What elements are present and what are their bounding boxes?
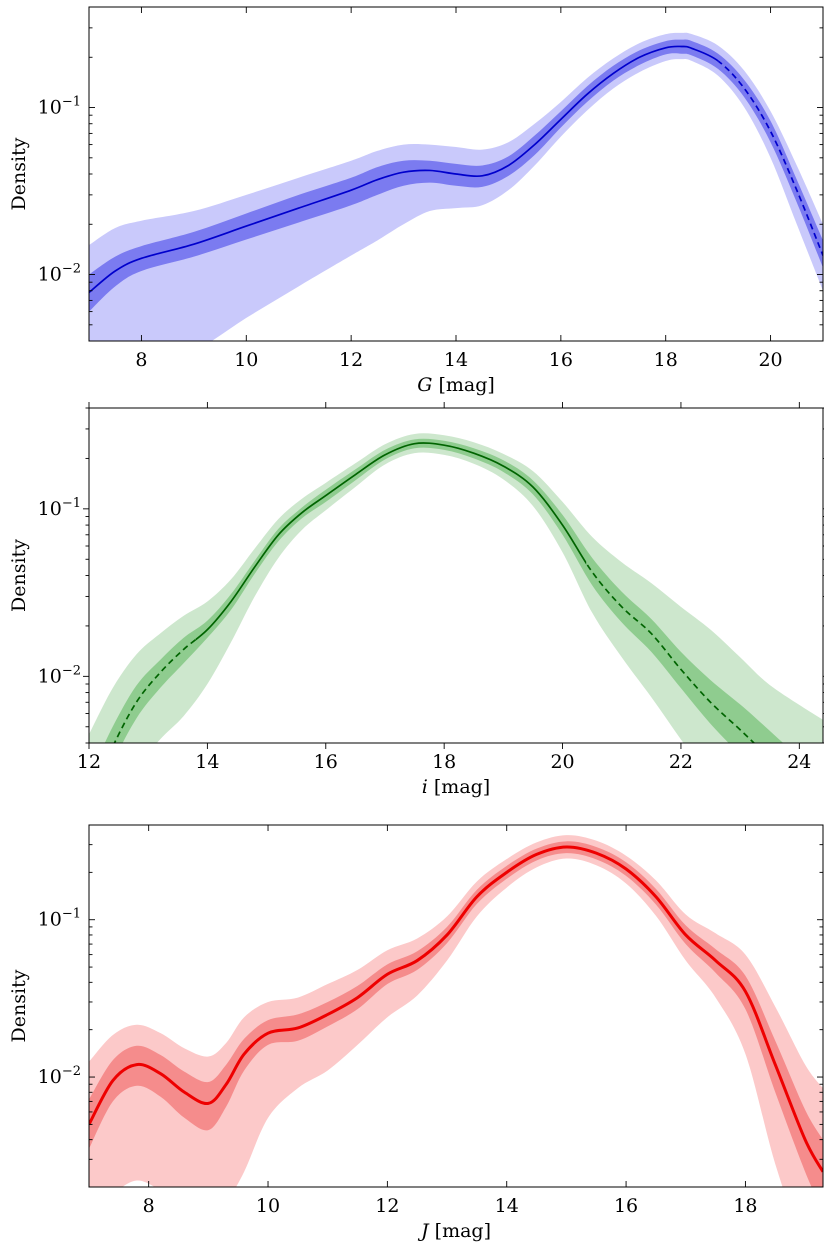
median-line [89,45,823,294]
outer-confidence-band [89,32,823,341]
x-axis-label: i [mag] [422,776,490,798]
x-tick-label: 12 [375,1195,399,1217]
median-line-solid [89,845,823,1173]
x-tick-label: 20 [550,751,574,773]
y-tick-label: 10−2 [38,262,81,286]
inner-confidence-band [104,438,784,743]
median-line-solid [89,45,719,294]
panel-j-mag-density: 8 10 12 14 16 18 10−1 10−2 J [mag] Density [8,824,824,1242]
x-tick-label: 12 [339,349,363,371]
x-tick-label: 10 [234,349,258,371]
y-tick-label: 10−1 [38,95,81,119]
x-axis-label: J [mag] [417,1220,491,1242]
x-tick-label: 14 [444,349,468,371]
x-tick-label: 8 [143,1195,155,1217]
y-axis-label: Density [8,969,30,1042]
x-tick-label: 16 [614,1195,638,1217]
inner-confidence-band [89,39,823,312]
plot-area [89,835,823,1187]
x-tick-label: 18 [654,349,678,371]
x-tick-label: 22 [669,751,693,773]
plot-area [89,433,823,743]
y-tick-label: 10−2 [38,663,81,687]
x-tick-label: 20 [758,349,782,371]
x-tick-label: 18 [432,751,456,773]
outer-confidence-band [89,835,823,1187]
x-tick-label: 10 [256,1195,280,1217]
x-tick-label: 16 [549,349,573,371]
x-tick-label: 14 [195,751,219,773]
y-axis-label: Density [8,539,30,612]
x-tick-label: 12 [77,751,101,773]
panel-g-mag-density: 8 10 12 14 16 18 20 10−1 10−2 G [mag] Density [8,6,824,396]
axes-frame [88,824,824,1188]
panel-i-mag-density: 12 14 16 18 20 22 24 10−1 10−2 i [mag] Density [8,402,824,798]
x-tick-label: 18 [733,1195,757,1217]
median-line [89,442,823,743]
plot-area [89,32,823,341]
x-tick-label: 14 [495,1195,519,1217]
median-line [89,845,823,1173]
y-tick-label: 10−1 [38,907,81,931]
y-tick-label: 10−1 [38,496,81,520]
x-tick-label: 24 [787,751,811,773]
y-axis-label: Density [8,137,30,210]
x-axis-label: G [mag] [417,374,495,396]
y-tick-label: 10−2 [38,1064,81,1088]
x-tick-label: 16 [314,751,338,773]
outer-confidence-band [89,433,823,743]
x-tick-label: 8 [135,349,147,371]
median-line-solid [195,442,587,641]
